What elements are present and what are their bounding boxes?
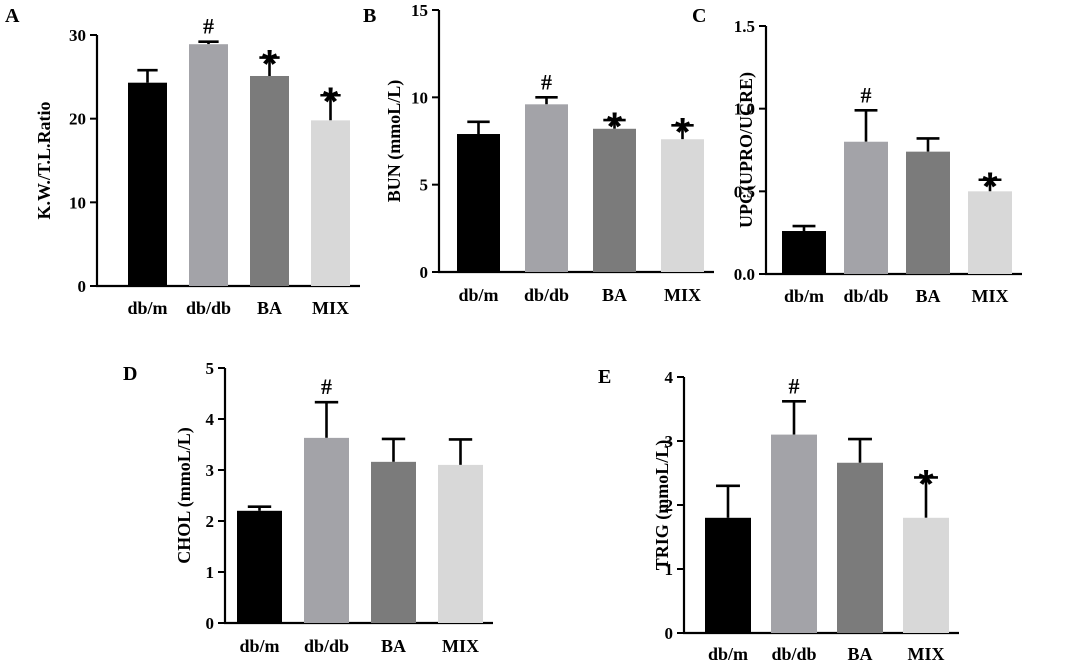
panel-b-y-tick-label: 10 (411, 88, 428, 107)
panel-a-y-axis-label: K.W./T.L.Ratio (34, 101, 54, 219)
panel-b-y-tick-label: 15 (411, 1, 428, 20)
panel-a-category-label: db/db (186, 298, 231, 318)
panel-d-category-label: MIX (442, 636, 479, 656)
panel-c-y-tick-label: 0.0 (734, 265, 755, 284)
panel-a-y-tick-label: 10 (69, 193, 86, 212)
panel-e-category-label: db/m (708, 644, 748, 664)
panel-b-bar-mix (661, 139, 704, 272)
panel-b-significance-star: * (675, 110, 691, 154)
panel-e-label: E (598, 366, 611, 388)
panel-e-significance-star: * (918, 462, 934, 506)
panel-d-y-tick-label: 2 (206, 512, 215, 531)
panel-c-bar-db-db (844, 141, 888, 274)
panel-b-bar-db-db (525, 104, 568, 272)
panel-d-category-label: db/m (239, 636, 279, 656)
panel-c-category-label: db/db (843, 286, 888, 306)
panel-b-category-label: db/m (458, 285, 498, 305)
panel-c-bar-ba (906, 151, 950, 274)
panel-d-category-label: BA (381, 636, 406, 656)
panel-a-significance-star: * (323, 80, 339, 124)
panel-e-bar-ba (837, 462, 883, 633)
panel-d-y-tick-label: 3 (206, 461, 215, 480)
panel-a-y-tick-label: 0 (78, 277, 87, 296)
panel-e-y-tick-label: 0 (665, 624, 674, 643)
panel-c-bar-db-m (782, 231, 826, 274)
panel-c-label: C (692, 5, 706, 27)
panel-c-y-tick-label: 1.0 (734, 100, 755, 119)
panel-a-bar-db-m (128, 82, 167, 286)
panel-e-y-tick-label: 1 (665, 560, 674, 579)
panel-d-y-tick-label: 5 (206, 359, 215, 378)
panel-d-label: D (123, 363, 137, 385)
panel-a-label: A (5, 5, 20, 27)
panel-a-category-label: MIX (312, 298, 349, 318)
panel-e-category-label: db/db (771, 644, 816, 664)
panel-b-category-label: db/db (524, 285, 569, 305)
panel-e-bar-db-m (705, 517, 751, 633)
panel-c-significance-star: * (982, 165, 998, 209)
panel-a-category-label: db/m (127, 298, 167, 318)
panel-b-y-tick-label: 0 (420, 263, 429, 282)
panel-b-label: B (363, 5, 376, 27)
panel-b-y-tick-label: 5 (420, 176, 429, 195)
panel-d-bar-mix (438, 464, 483, 623)
panel-c-significance-hash: # (861, 82, 872, 107)
panel-a-significance-hash: # (203, 14, 214, 39)
panel-b-significance-star: * (607, 105, 623, 149)
panel-e-category-label: BA (847, 644, 872, 664)
panel-a-bar-db-db (189, 44, 228, 286)
panel-d-significance-hash: # (321, 374, 332, 399)
panel-c-category-label: db/m (784, 286, 824, 306)
panel-a-y-tick-label: 20 (69, 110, 86, 129)
panel-e-category-label: MIX (908, 644, 945, 664)
panel-c-category-label: MIX (972, 286, 1009, 306)
panel-d-y-tick-label: 0 (206, 614, 215, 633)
panel-b-bar-ba (593, 128, 636, 272)
panel-a-bar-mix (311, 120, 350, 286)
panel-c-bar-mix (968, 191, 1012, 274)
panel-c-y-axis-label: UPC(UPRO/UCRE) (736, 72, 757, 228)
panel-b-significance-hash: # (541, 69, 552, 94)
panel-e-bar-mix (903, 517, 949, 633)
panel-d-y-axis-label: CHOL (mmoL/L) (174, 427, 195, 564)
panel-e-y-axis-label: TRIG (mmoL/L) (652, 440, 673, 571)
panel-c-y-tick-label: 1.5 (734, 17, 755, 36)
panel-a-significance-star: * (262, 43, 278, 87)
panel-c-y-tick-label: 0.5 (734, 182, 755, 201)
panel-e-y-tick-label: 4 (665, 368, 674, 387)
panel-b-category-label: MIX (664, 285, 701, 305)
panel-d-y-tick-label: 1 (206, 563, 215, 582)
panel-a-bar-ba (250, 75, 289, 286)
panel-b-category-label: BA (602, 285, 627, 305)
panel-b-y-axis-label: BUN (mmoL/L) (384, 80, 405, 203)
panel-a-category-label: BA (257, 298, 282, 318)
panel-d-category-label: db/db (304, 636, 349, 656)
panel-e-bar-db-db (771, 434, 817, 633)
panel-e-significance-hash: # (789, 373, 800, 398)
panel-e-y-tick-label: 2 (665, 496, 674, 515)
panel-b-bar-db-m (457, 134, 500, 272)
panel-d-bar-db-db (304, 437, 349, 623)
panel-d-y-tick-label: 4 (206, 410, 215, 429)
panel-a-y-tick-label: 30 (69, 26, 86, 45)
panel-d-bar-ba (371, 461, 416, 623)
panel-d-bar-db-m (237, 510, 282, 623)
panel-e-y-tick-label: 3 (665, 432, 674, 451)
panel-c-category-label: BA (915, 286, 940, 306)
